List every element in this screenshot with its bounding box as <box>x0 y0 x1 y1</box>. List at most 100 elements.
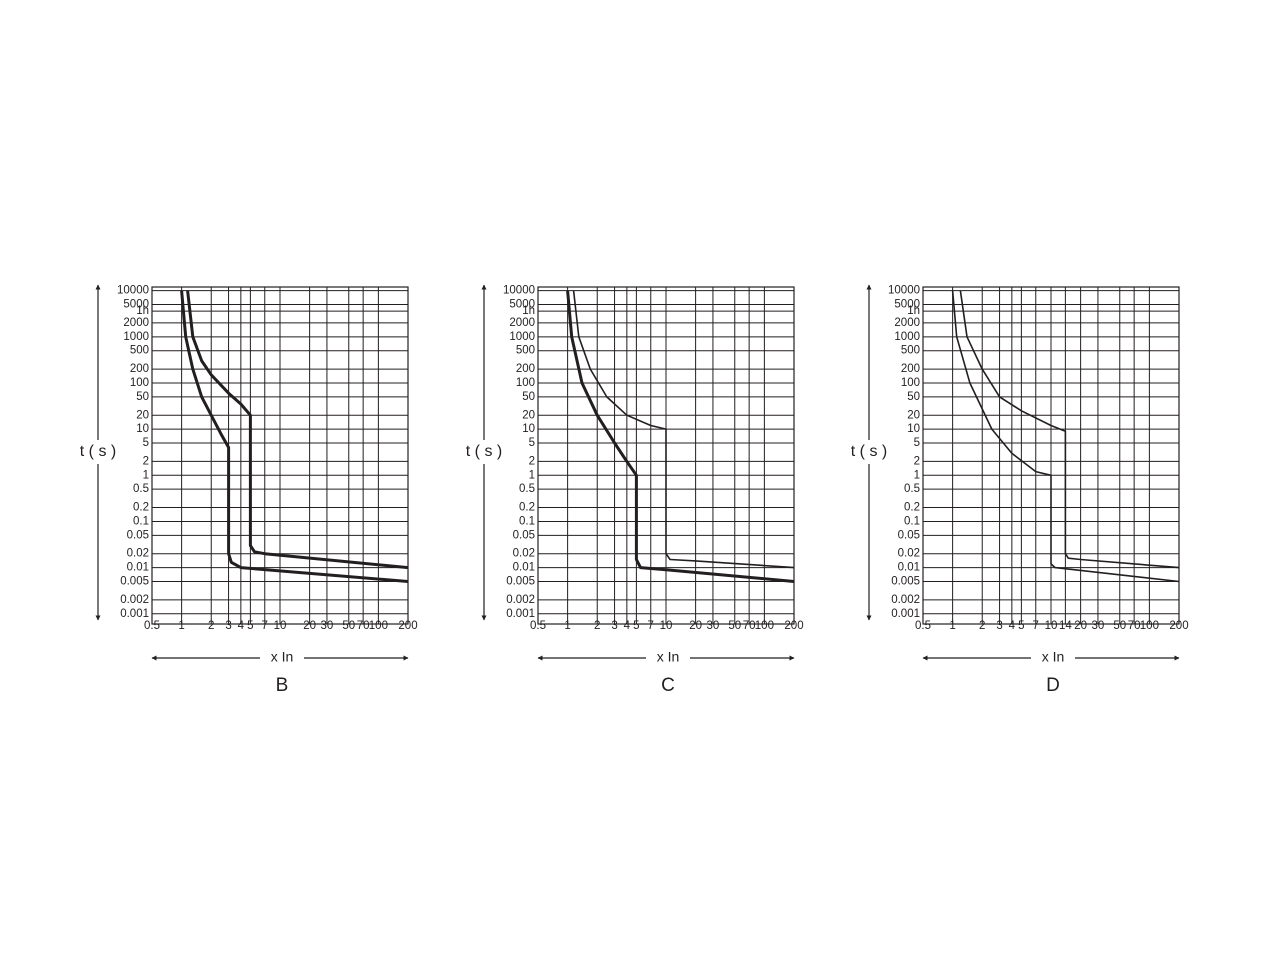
plot-frame <box>151 286 409 625</box>
trip-curve <box>180 290 409 583</box>
y-tick-label: 0.005 <box>506 576 535 588</box>
trip-curve <box>959 290 1180 569</box>
y-tick-label: 100 <box>901 377 920 389</box>
x-tick-label: 3 <box>996 620 1002 632</box>
x-tick-label: 2 <box>208 620 214 632</box>
x-tick-label: 100 <box>369 620 388 632</box>
y-tick-label: 50 <box>136 391 149 403</box>
x-tick-label: 10 <box>660 620 673 632</box>
y-tick-label: 10 <box>522 423 535 435</box>
chart-title: B <box>276 675 289 696</box>
x-tick-label: 5 <box>247 620 253 632</box>
x-tick-label: 30 <box>321 620 334 632</box>
y-tick-label: 1 <box>143 469 149 481</box>
y-tick-label: 200 <box>901 363 920 375</box>
x-axis-label: x In <box>657 649 680 665</box>
x-tick-label: 200 <box>1169 620 1188 632</box>
y-axis-label: t ( s ) <box>466 443 502 460</box>
y-tick-label: 10 <box>136 423 149 435</box>
trip-curve <box>566 290 795 583</box>
y-tick-label: 0.002 <box>891 594 920 606</box>
chart-title: D <box>1046 675 1060 696</box>
y-tick-label: 0.2 <box>904 502 920 514</box>
x-tick-label: 50 <box>1113 620 1126 632</box>
x-tick-label: 7 <box>262 620 268 632</box>
chart-title: C <box>661 675 675 696</box>
y-tick-label: 20 <box>136 409 149 421</box>
x-tick-label: 7 <box>648 620 654 632</box>
y-tick-label: 0.05 <box>127 529 149 541</box>
y-tick-label: 1000 <box>894 331 920 343</box>
y-tick-label: 500 <box>901 345 920 357</box>
x-tick-label: 4 <box>1009 620 1016 632</box>
x-tick-label: 10 <box>274 620 287 632</box>
y-tick-label: 20 <box>907 409 920 421</box>
y-tick-label: 10000 <box>117 285 149 297</box>
plot-frame <box>922 286 1180 625</box>
y-tick-label: 20 <box>522 409 535 421</box>
y-tick-label: 500 <box>130 345 149 357</box>
y-tick-label: 0.5 <box>904 483 920 495</box>
y-tick-label: 0.02 <box>127 548 149 560</box>
y-tick-label: 200 <box>130 363 149 375</box>
y-tick-label: 5000 <box>123 299 149 311</box>
y-tick-label: 0.005 <box>120 576 149 588</box>
y-tick-label: 0.001 <box>120 608 149 620</box>
y-tick-label: 0.2 <box>519 502 535 514</box>
y-tick-label: 5 <box>143 437 149 449</box>
x-tick-label: 4 <box>238 620 245 632</box>
x-tick-label: 50 <box>728 620 741 632</box>
x-tick-label: 5 <box>633 620 639 632</box>
y-tick-label: 0.002 <box>506 594 535 606</box>
y-tick-label: 0.02 <box>513 548 535 560</box>
y-tick-label: 100 <box>516 377 535 389</box>
y-tick-label: 2000 <box>123 317 149 329</box>
x-tick-label: 1 <box>949 620 955 632</box>
x-tick-label: 1 <box>564 620 570 632</box>
x-tick-label: 7 <box>1033 620 1039 632</box>
y-tick-label: 0.1 <box>904 515 920 527</box>
y-tick-label: 0.02 <box>898 548 920 560</box>
x-tick-label: 50 <box>342 620 355 632</box>
y-tick-label: 1h <box>907 305 920 317</box>
y-tick-label: 50 <box>522 391 535 403</box>
x-tick-label: 0.5 <box>915 620 931 632</box>
x-tick-label: 5 <box>1018 620 1024 632</box>
x-tick-label: 100 <box>755 620 774 632</box>
x-tick-label: 1 <box>178 620 184 632</box>
x-tick-label: 14 <box>1059 620 1072 632</box>
x-tick-label: 70 <box>1128 620 1141 632</box>
x-axis-label: x In <box>271 649 294 665</box>
x-tick-label: 20 <box>303 620 316 632</box>
y-axis-label: t ( s ) <box>851 443 887 460</box>
trip-curve <box>186 290 409 570</box>
x-tick-label: 70 <box>743 620 756 632</box>
plot-frame <box>537 286 795 625</box>
y-tick-label: 2000 <box>509 317 535 329</box>
y-tick-label: 5000 <box>894 299 920 311</box>
x-tick-label: 30 <box>1092 620 1105 632</box>
y-tick-label: 0.001 <box>506 608 535 620</box>
trip-curve <box>572 290 795 569</box>
y-tick-label: 10000 <box>503 285 535 297</box>
y-tick-label: 1h <box>522 305 535 317</box>
y-tick-label: 0.01 <box>898 562 920 574</box>
y-tick-label: 50 <box>907 391 920 403</box>
y-tick-label: 100 <box>130 377 149 389</box>
y-tick-label: 10000 <box>888 285 920 297</box>
y-axis-label: t ( s ) <box>80 443 116 460</box>
y-tick-label: 1000 <box>123 331 149 343</box>
x-tick-label: 200 <box>398 620 417 632</box>
y-tick-label: 2 <box>143 455 149 467</box>
x-tick-label: 100 <box>1140 620 1159 632</box>
y-tick-label: 500 <box>516 345 535 357</box>
x-tick-label: 30 <box>707 620 720 632</box>
y-tick-label: 0.05 <box>513 529 535 541</box>
x-tick-label: 3 <box>225 620 231 632</box>
y-tick-label: 1000 <box>509 331 535 343</box>
x-axis-label: x In <box>1042 649 1065 665</box>
y-tick-label: 0.01 <box>513 562 535 574</box>
trip-curve <box>951 290 1180 583</box>
